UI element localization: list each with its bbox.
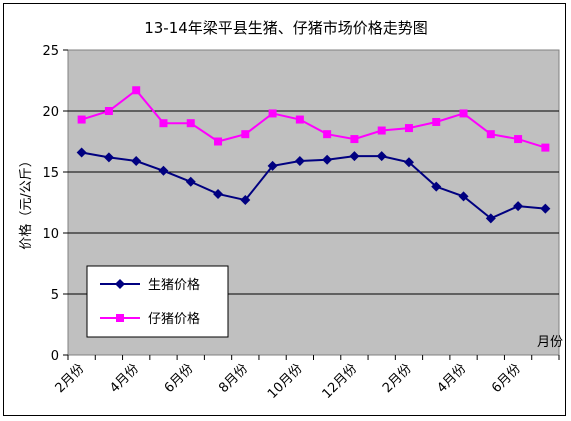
series-line-1 (81, 88, 546, 149)
data-point-live-pig (76, 147, 87, 158)
data-point-piglet (241, 130, 250, 139)
y-tick-label: 10 (42, 227, 59, 242)
y-tick-label: 5 (51, 288, 59, 303)
x-tick-label: 6月份 (162, 361, 197, 396)
legend-marker-piglet (116, 314, 124, 322)
x-tick-label: 6月份 (489, 361, 524, 396)
series-line-0 (81, 151, 546, 220)
data-point-live-pig (103, 152, 114, 163)
data-point-live-pig (185, 176, 196, 187)
y-tick-label: 0 (51, 349, 59, 364)
data-point-piglet (186, 119, 195, 128)
y-axis-ticks: 0 5 10 15 20 25 (42, 44, 68, 364)
legend-label-live-pig: 生猪价格 (148, 277, 200, 293)
data-point-live-pig (349, 151, 360, 162)
data-point-live-pig (403, 157, 414, 168)
data-point-live-pig (540, 203, 551, 214)
data-point-live-pig (322, 154, 333, 165)
data-point-piglet (268, 109, 277, 118)
data-point-live-pig (131, 156, 142, 167)
data-point-live-pig (431, 181, 442, 192)
data-point-live-pig (485, 213, 496, 224)
legend-box (86, 265, 229, 338)
x-tick-label: 8月份 (216, 361, 251, 396)
data-point-piglet (77, 115, 86, 124)
legend-marker-live-pig (115, 279, 125, 289)
data-point-piglet (404, 124, 413, 133)
x-axis-ticks: 2月份 4月份 6月份 8月份 10月份 12月份 2月份 4月份 6月份 (53, 355, 560, 402)
y-tick-label: 20 (42, 105, 59, 120)
data-point-piglet (541, 143, 550, 152)
data-point-piglet (459, 109, 468, 118)
data-point-piglet (323, 130, 332, 139)
data-point-live-pig (267, 160, 278, 171)
data-point-live-pig (158, 165, 169, 176)
data-point-piglet (486, 130, 495, 139)
chart-title: 13-14年梁平县生猪、仔猪市场价格走势图 (144, 19, 428, 37)
legend: 生猪价格 仔猪价格 (86, 265, 229, 338)
data-point-piglet (350, 135, 359, 144)
data-point-piglet (295, 115, 304, 124)
data-point-piglet (432, 117, 441, 126)
data-point-piglet (514, 135, 523, 144)
x-axis-label: 月份 (537, 335, 563, 350)
x-tick-label: 12月份 (320, 361, 361, 402)
data-point-piglet (132, 86, 141, 95)
data-point-live-pig (458, 191, 469, 202)
data-point-live-pig (294, 156, 305, 167)
x-tick-label: 2月份 (53, 361, 88, 396)
x-tick-label: 4月份 (435, 361, 470, 396)
data-point-live-pig (376, 151, 387, 162)
data-point-piglet (377, 126, 386, 135)
data-point-piglet (159, 119, 168, 128)
x-tick-label: 4月份 (107, 361, 142, 396)
data-point-live-pig (513, 201, 524, 212)
y-tick-label: 15 (42, 166, 59, 181)
series-layer (76, 86, 551, 224)
y-tick-label: 25 (42, 44, 59, 59)
y-axis-label: 价格（元/公斤） (18, 154, 34, 249)
data-point-live-pig (240, 195, 251, 206)
data-point-live-pig (213, 188, 224, 199)
x-tick-label: 2月份 (380, 361, 415, 396)
data-point-piglet (104, 107, 113, 115)
x-tick-label: 10月份 (265, 361, 306, 402)
data-point-piglet (214, 137, 223, 146)
legend-label-piglet: 仔猪价格 (148, 311, 200, 327)
